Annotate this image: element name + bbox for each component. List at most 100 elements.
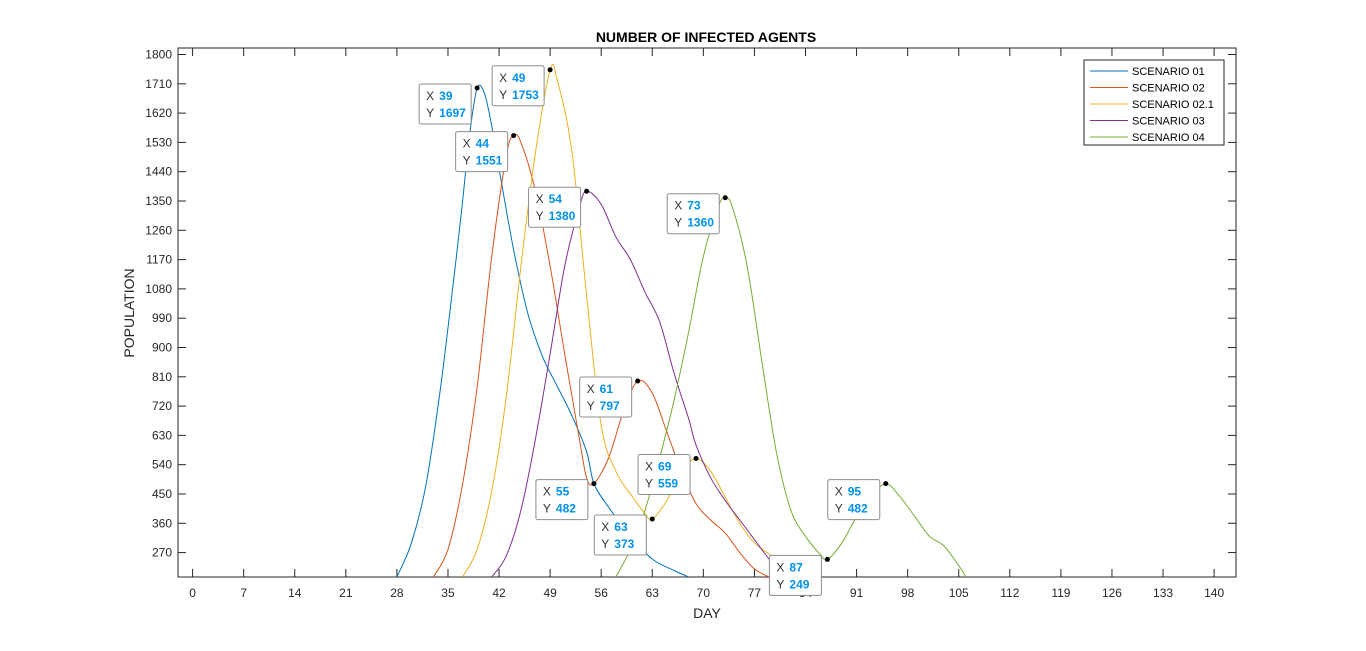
x-tick-label: 140 xyxy=(1204,586,1224,600)
datatip[interactable]: X 87 Y 249 xyxy=(768,554,830,596)
x-tick-label: 21 xyxy=(339,586,353,600)
datatip-y-key: Y xyxy=(776,577,784,591)
x-tick-label: 91 xyxy=(850,586,864,600)
datatip[interactable]: X 61 Y 797 xyxy=(579,376,641,418)
series-line-2 xyxy=(432,133,770,577)
datatip-y-value: 797 xyxy=(600,399,620,413)
y-tick-label: 540 xyxy=(152,458,172,472)
x-tick-label: 28 xyxy=(390,586,404,600)
x-tick-label: 70 xyxy=(697,586,711,600)
datatip-y-key: Y xyxy=(835,502,843,516)
legend[interactable]: SCENARIO 01 SCENARIO 02 SCENARIO 02.1 SCENA… xyxy=(1083,59,1225,146)
y-axis-title: POPULATION xyxy=(121,268,137,357)
datatip-y-key: Y xyxy=(463,154,471,168)
x-axis-title: DAY xyxy=(693,605,721,621)
x-tick-label: 126 xyxy=(1102,586,1122,600)
y-tick-label: 1710 xyxy=(145,77,172,91)
datatip-x-key: X xyxy=(674,199,682,213)
x-tick-label: 7 xyxy=(240,586,247,600)
datatip-x-key: X xyxy=(776,560,784,574)
datatip[interactable]: X 54 Y 1380 xyxy=(528,186,590,228)
x-tick-label: 105 xyxy=(949,586,969,600)
y-tick-label: 450 xyxy=(152,487,172,501)
datatip-y-value: 1753 xyxy=(512,88,539,102)
x-tick-label: 98 xyxy=(901,586,915,600)
x-tick-label: 35 xyxy=(441,586,455,600)
y-tick-label: 360 xyxy=(152,516,172,530)
series-line-5 xyxy=(615,197,967,577)
datatip-box xyxy=(579,376,633,418)
x-tick-label: 56 xyxy=(595,586,609,600)
datatip-x-value: 61 xyxy=(600,382,614,396)
datatip-x-value: 63 xyxy=(614,520,628,534)
y-tick-label: 990 xyxy=(152,311,172,325)
datatip[interactable]: X 73 Y 1360 xyxy=(666,193,728,235)
chart-title: NUMBER OF INFECTED AGENTS xyxy=(596,29,816,45)
datatip-marker xyxy=(649,516,655,522)
datatip-y-key: Y xyxy=(601,537,609,551)
datatip-y-key: Y xyxy=(674,216,682,230)
datatip-y-key: Y xyxy=(543,502,551,516)
datatip-marker xyxy=(722,195,728,201)
series-layer xyxy=(396,63,967,577)
datatip-x-key: X xyxy=(536,192,544,206)
datatip[interactable]: X 95 Y 482 xyxy=(827,479,889,521)
y-tick-label: 900 xyxy=(152,340,172,354)
y-tick-label: 630 xyxy=(152,428,172,442)
datatip[interactable]: X 44 Y 1551 xyxy=(455,131,517,173)
x-tick-label: 77 xyxy=(748,586,762,600)
datatip[interactable]: X 55 Y 482 xyxy=(535,479,597,521)
y-axis: 270 360 450 540 630 720 810 900 990 1080 1170 1260 1… xyxy=(145,48,1236,560)
datatip-marker xyxy=(584,188,590,194)
datatip-marker xyxy=(591,481,597,487)
datatip-y-value: 1380 xyxy=(549,209,576,223)
series-line-3 xyxy=(462,63,799,577)
legend-label: SCENARIO 03 xyxy=(1132,116,1205,128)
legend-label: SCENARIO 02.1 xyxy=(1132,99,1214,111)
datatip-y-key: Y xyxy=(426,106,434,120)
x-tick-label: 133 xyxy=(1153,586,1173,600)
datatip-y-key: Y xyxy=(645,477,653,491)
datatip-marker xyxy=(883,481,889,487)
y-tick-label: 1440 xyxy=(145,165,172,179)
datatip-x-key: X xyxy=(835,485,843,499)
datatip-x-value: 73 xyxy=(687,199,701,213)
datatip-y-value: 559 xyxy=(658,477,678,491)
datatip-marker xyxy=(547,67,553,73)
datatip-y-value: 482 xyxy=(556,502,576,516)
datatip-box xyxy=(418,83,472,125)
y-tick-label: 1530 xyxy=(145,135,172,149)
legend-label: SCENARIO 02 xyxy=(1132,83,1205,95)
datatip[interactable]: X 39 Y 1697 xyxy=(418,83,480,125)
datatip-marker xyxy=(635,378,641,384)
datatip[interactable]: X 63 Y 373 xyxy=(593,514,655,556)
datatip-y-value: 1697 xyxy=(439,106,466,120)
datatip-x-value: 49 xyxy=(512,71,526,85)
datatip-x-value: 55 xyxy=(556,485,570,499)
datatip-box xyxy=(666,193,720,235)
datatip-marker xyxy=(511,133,517,139)
datatip-x-key: X xyxy=(426,89,434,103)
datatip-y-value: 1360 xyxy=(687,216,714,230)
datatip-box xyxy=(455,131,509,173)
datatip-marker xyxy=(824,556,830,562)
datatip[interactable]: X 49 Y 1753 xyxy=(491,65,553,107)
y-tick-label: 1080 xyxy=(145,282,172,296)
datatip-box xyxy=(593,514,647,556)
datatip-box xyxy=(768,554,822,596)
datatip-x-key: X xyxy=(543,485,551,499)
y-tick-label: 720 xyxy=(152,399,172,413)
x-tick-label: 49 xyxy=(543,586,557,600)
series-line-1 xyxy=(396,84,690,577)
datatip-x-key: X xyxy=(601,520,609,534)
y-tick-label: 810 xyxy=(152,370,172,384)
datatip-x-value: 54 xyxy=(549,192,563,206)
y-tick-label: 1170 xyxy=(146,253,172,267)
datatip[interactable]: X 69 Y 559 xyxy=(637,454,699,496)
x-tick-label: 63 xyxy=(646,586,660,600)
y-tick-label: 270 xyxy=(152,546,172,560)
datatip-y-value: 1551 xyxy=(476,154,503,168)
series-line-4 xyxy=(491,190,784,577)
